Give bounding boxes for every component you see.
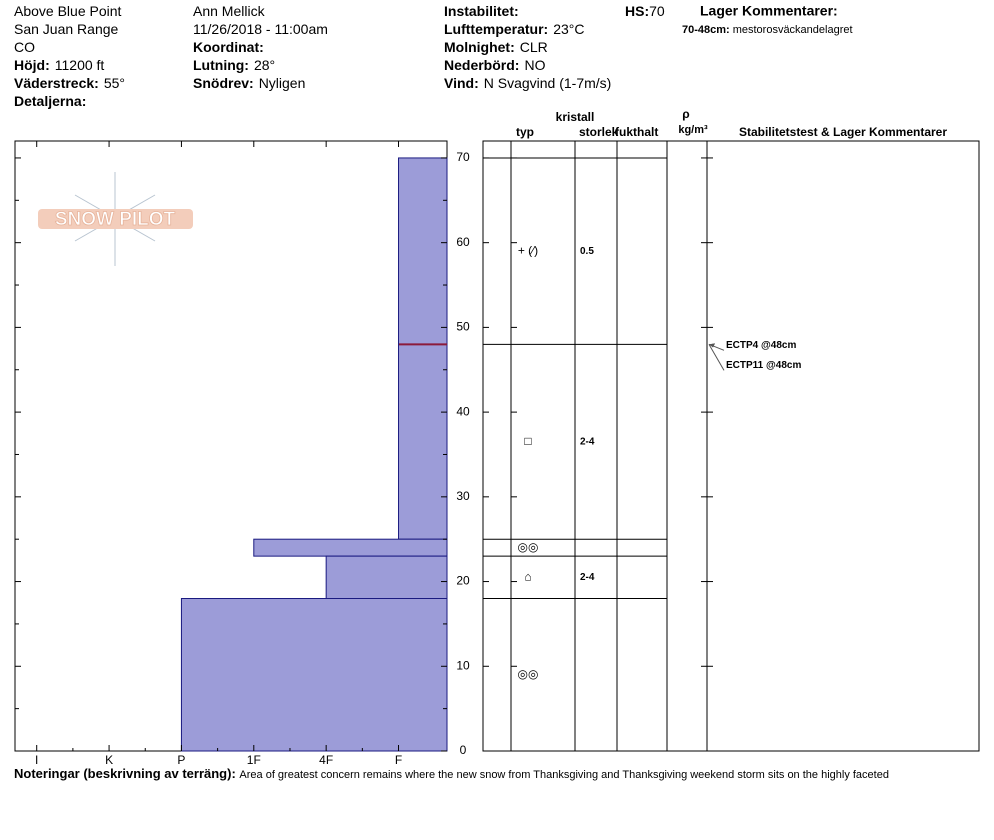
test-label: ECTP11 @48cm [726, 360, 801, 371]
header-field: Höjd: 11200 ft [14, 57, 104, 73]
comments-title: Lager Kommentarer: [700, 3, 838, 19]
x-tick-label: 4F [319, 753, 333, 767]
y-tick-label: 30 [456, 489, 470, 503]
field-value: San Juan Range [14, 21, 119, 37]
field-value: NO [524, 57, 545, 73]
grain-type: + (⁄) [518, 243, 538, 257]
y-tick-label: 10 [456, 658, 470, 672]
field-value: 11200 ft [55, 57, 105, 73]
notes-text: Area of greatest concern remains where t… [239, 769, 889, 781]
grain-type: ◎◎ [518, 540, 539, 554]
header-field: Ann Mellick [193, 3, 266, 19]
header-field: 11/26/2018 - 11:00am [193, 21, 328, 37]
column-header: kristall [556, 110, 595, 124]
hardness-bar [253, 538, 448, 557]
header-field: Väderstreck: 55° [14, 75, 125, 91]
field-label: Lutning: [193, 57, 249, 73]
field-value: 11/26/2018 - 11:00am [193, 21, 328, 37]
arrow-head [709, 343, 715, 348]
grain-size: 2-4 [580, 572, 595, 583]
header-field: San Juan Range [14, 21, 119, 37]
grain-type: □ [524, 434, 531, 448]
x-tick-label: F [395, 753, 402, 767]
field-label: Koordinat: [193, 39, 264, 55]
grain-type: ◎◎ [518, 667, 539, 681]
field-label: Nederbörd: [444, 57, 519, 73]
field-label: Instabilitet: [444, 3, 519, 19]
layer-comment: 70-48cm: mestorosväckandelagret [682, 24, 853, 36]
column-header: fukthalt [615, 125, 658, 139]
x-tick-label: 1F [247, 753, 261, 767]
field-label: Lufttemperatur: [444, 21, 548, 37]
field-value: CLR [520, 39, 548, 55]
column-header: typ [516, 125, 534, 139]
notes-label: Noteringar (beskrivning av terräng): [14, 766, 236, 781]
grain-type: ⌂ [524, 569, 531, 583]
hardness-bar [325, 555, 448, 600]
y-tick-label: 40 [456, 404, 470, 418]
column-header: ρ [682, 107, 689, 121]
header-field: Lutning: 28° [193, 57, 275, 73]
field-value: N Svagvind (1-7m/s) [484, 75, 612, 91]
y-tick-label: 70 [456, 150, 470, 164]
field-value: CO [14, 39, 35, 55]
header-field: CO [14, 39, 35, 55]
test-label: ECTP4 @48cm [726, 340, 796, 351]
field-value: Nyligen [259, 75, 306, 91]
header-field: Vind: N Svagvind (1-7m/s) [444, 75, 611, 91]
column-header: storlek [579, 125, 619, 139]
x-tick-label: K [105, 753, 113, 767]
y-tick-label: 60 [456, 235, 470, 249]
field-value: Ann Mellick [193, 3, 266, 19]
field-label: Molnighet: [444, 39, 515, 55]
x-tick-label: P [177, 753, 185, 767]
hardness-bar [180, 598, 448, 752]
snow-height: HS:70 [625, 3, 665, 19]
notes: Noteringar (beskrivning av terräng): Are… [14, 766, 889, 781]
header-field: Detaljerna: [14, 93, 86, 109]
field-label: Detaljerna: [14, 93, 86, 109]
y-tick-label: 0 [460, 743, 467, 757]
header-field: Nederbörd: NO [444, 57, 546, 73]
y-tick-label: 50 [456, 320, 470, 334]
header-field: Molnighet: CLR [444, 39, 548, 55]
test-arrow [708, 344, 725, 371]
logo-text: SNOW PILOT [55, 209, 176, 230]
field-label: Vind: [444, 75, 479, 91]
hardness-bar [398, 157, 448, 540]
field-value: 55° [104, 75, 125, 91]
header-field: Instabilitet: [444, 3, 519, 19]
header-field: Koordinat: [193, 39, 264, 55]
column-header: kg/m³ [678, 124, 708, 136]
x-tick-label: I [35, 753, 38, 767]
y-tick-label: 20 [456, 574, 470, 588]
header-field: Above Blue Point [14, 3, 122, 19]
field-label: Väderstreck: [14, 75, 99, 91]
field-label: HS: [625, 3, 649, 19]
field-value: 70 [649, 3, 665, 19]
field-value: 23°C [553, 21, 584, 37]
field-label: Snödrev: [193, 75, 254, 91]
field-value: 28° [254, 57, 275, 73]
logo: SNOW PILOT [38, 172, 193, 266]
field-value: mestorosväckandelagret [733, 24, 853, 36]
header-field: Lufttemperatur: 23°C [444, 21, 585, 37]
table-frame [482, 140, 980, 752]
grain-size: 0.5 [580, 246, 594, 257]
header-field: Snödrev: Nyligen [193, 75, 305, 91]
field-label: 70-48cm: [682, 24, 730, 36]
grain-size: 2-4 [580, 436, 595, 447]
field-value: Above Blue Point [14, 3, 122, 19]
field-label: Höjd: [14, 57, 50, 73]
column-header: Stabilitetstest & Lager Kommentarer [739, 125, 947, 139]
